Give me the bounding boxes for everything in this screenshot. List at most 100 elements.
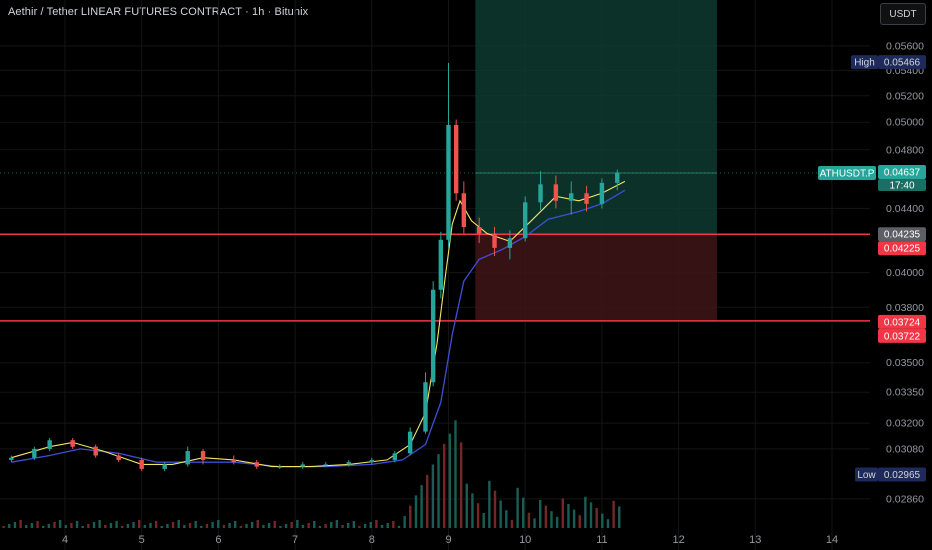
volume-bar [205,524,209,528]
volume-bar [572,509,576,528]
volume-bar [375,520,378,528]
y-tick-label: 0.02860 [886,493,924,505]
candle-body [139,459,144,469]
candle-body [461,193,467,228]
volume-bar [262,525,265,528]
y-tick-label: 0.03200 [886,418,924,430]
volume-bar [211,522,214,528]
volume-bar [454,420,457,528]
volume-bar [177,520,180,528]
x-tick-label: 12 [672,534,684,546]
volume-bar [307,523,310,528]
volume-bar [301,525,305,528]
volume-bar [47,524,51,528]
volume-bar [137,520,141,528]
low-value-tag-bg [878,467,926,482]
volume-bar [296,520,299,528]
candle-body [492,233,497,248]
volume-bar [363,524,367,528]
x-tick-label: 10 [519,534,531,546]
volume-bar [8,524,11,528]
position-zones [475,0,717,322]
volume-bar [250,522,254,528]
candle-body [369,459,374,463]
volume-bar [567,504,570,528]
volume-bar [239,526,243,528]
volume-bar [13,522,17,528]
x-tick-label: 6 [215,534,221,546]
volume-bar [550,511,553,528]
candle-body [423,382,428,432]
volume-bar [41,526,45,528]
candle-body [9,457,14,460]
volume-bar [578,515,581,528]
x-tick-label: 13 [749,534,761,546]
volume-bar [403,516,406,528]
volume-bar [358,526,361,528]
low-label-tag-bg [855,467,878,482]
volume-bar [245,524,248,528]
low-label-tag: Low [857,470,876,481]
y-tick-label: 0.05600 [886,40,924,52]
volume-bar [476,503,480,528]
volume-bar [589,502,593,528]
currency-selector-button[interactable]: USDT [880,3,926,25]
high-value-tag: 0.05466 [884,58,921,69]
x-tick-label: 7 [292,534,298,546]
volume-bar [459,442,463,528]
x-tick-label: 9 [445,534,451,546]
volume-bar [30,523,34,528]
stop-level-tag-1-bg [878,314,926,329]
volume-bar [442,443,446,528]
volume-bar [154,521,158,528]
volume-bar [2,526,5,528]
chart-title: Aethir / Tether LINEAR FUTURES CONTRACT … [8,6,309,18]
candle-body [453,124,459,194]
candle-body [346,462,351,465]
x-tick-label: 14 [826,534,838,546]
volume-bar [121,526,124,528]
volume-bar [488,480,491,528]
last-price-tag-bg [878,165,926,180]
volume-bar [538,500,542,528]
entry-level-tag: 0.04235 [884,230,921,241]
candle-body [231,459,236,463]
volume-bar [126,524,130,528]
volume-bar [516,487,519,528]
volume-bar [409,505,412,528]
volume-bar [431,464,435,528]
volume-bar [318,526,322,528]
volume-bar [267,523,271,528]
volume-bar [188,523,192,528]
high-label-tag-bg [851,55,878,70]
volume-bar [561,498,564,528]
candle-body [47,440,52,449]
volume-bar [618,506,621,528]
symbol-label-tag: ATHUSDT.P [820,169,875,180]
volume-bar [341,525,344,528]
candles [9,62,620,472]
volume-bar [160,526,163,528]
volume-bar [330,522,333,528]
countdown-tag-bg [878,179,926,192]
volume-bar [143,525,147,528]
volume-bar [104,525,107,528]
candle-body [476,227,482,234]
candle-body [162,464,167,469]
ema-slow-line [11,189,626,468]
candle-body [200,451,206,460]
volume-bar [324,524,327,528]
volume-bar [493,490,497,528]
candle-body [70,440,75,447]
candle-body [430,289,436,383]
volume-bar [290,522,293,528]
candle-body [523,202,528,239]
low-value-tag: 0.02965 [884,470,921,481]
volume-bar [601,513,604,528]
volume-bar [273,521,276,528]
candle-body [300,464,305,467]
volume-bar [465,483,468,528]
y-tick-label: 0.04000 [886,267,924,279]
profit-zone [475,0,717,235]
